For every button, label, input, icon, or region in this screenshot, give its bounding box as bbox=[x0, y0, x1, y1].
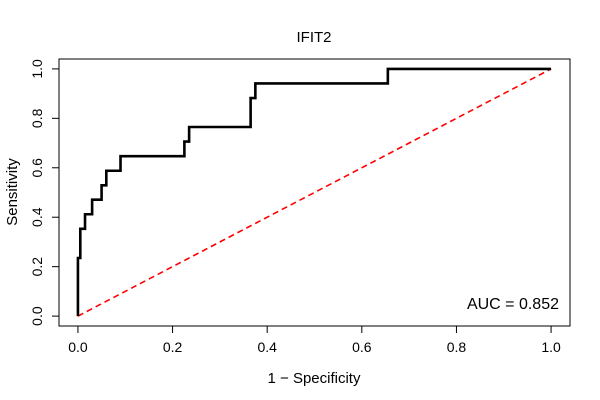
x-tick-label: 0.8 bbox=[447, 339, 467, 355]
y-tick-label: 0.2 bbox=[29, 257, 45, 277]
reference-diagonal-line bbox=[77, 68, 552, 317]
y-tick-label: 0.6 bbox=[29, 158, 45, 178]
auc-annotation: AUC = 0.852 bbox=[467, 296, 559, 313]
y-tick-label: 0.4 bbox=[29, 207, 45, 227]
x-tick-label: 0.2 bbox=[163, 339, 183, 355]
x-axis: 0.0 0.2 0.4 0.6 0.8 1.0 bbox=[68, 325, 561, 355]
x-tick-label: 0.6 bbox=[352, 339, 372, 355]
x-tick-label: 1.0 bbox=[541, 339, 561, 355]
y-tick-label: 1.0 bbox=[29, 59, 45, 79]
y-tick-label: 0.8 bbox=[29, 108, 45, 128]
y-tick-label: 0.0 bbox=[29, 306, 45, 326]
roc-curve-line bbox=[76, 67, 552, 317]
chart-title: IFIT2 bbox=[296, 29, 331, 46]
plot-area bbox=[76, 67, 552, 317]
x-tick-label: 0.4 bbox=[257, 339, 277, 355]
y-axis: 0.0 0.2 0.4 0.6 0.8 1.0 bbox=[29, 59, 60, 326]
y-axis-label: Sensitivity bbox=[4, 158, 21, 226]
x-axis-label: 1 − Specificity bbox=[268, 370, 361, 387]
x-tick-label: 0.0 bbox=[68, 339, 88, 355]
